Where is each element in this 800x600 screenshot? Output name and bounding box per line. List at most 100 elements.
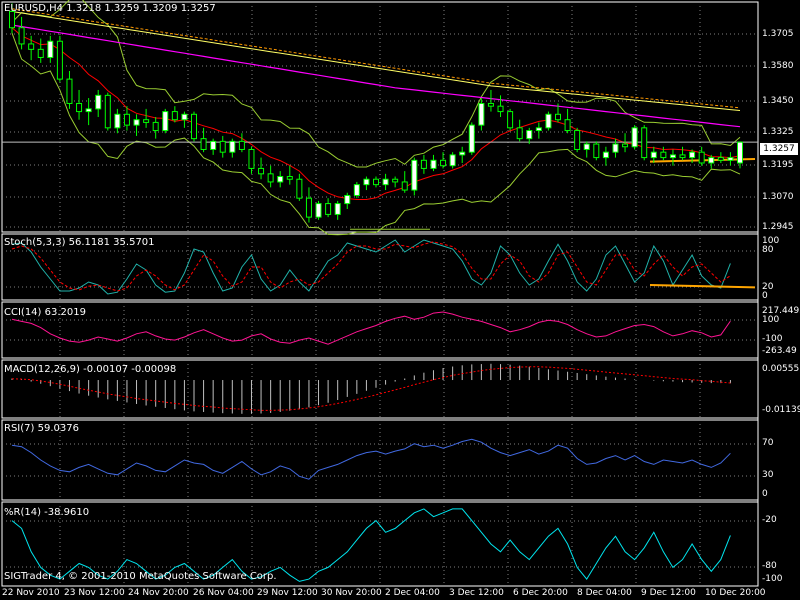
- candle-body: [440, 159, 447, 167]
- macd-signal-line: [11, 366, 731, 411]
- candle-body: [516, 127, 523, 140]
- rsi-header: RSI(7) 59.0376: [4, 423, 79, 434]
- copyright-text: SIGTrader 4, © 2001-2010 MetaQuotes Soft…: [4, 571, 277, 582]
- candle-body: [708, 157, 715, 164]
- candle-body: [28, 43, 35, 50]
- cci-ytick: 217.4495: [762, 306, 800, 316]
- main-ytick: 1.3070: [762, 192, 794, 202]
- candle-body: [449, 154, 456, 167]
- main-price-chart[interactable]: [2, 0, 758, 236]
- candle-body: [392, 178, 399, 183]
- candle-body: [353, 184, 360, 196]
- williams-r-line: [11, 508, 731, 582]
- candle-body: [737, 141, 743, 164]
- candle-body: [478, 102, 485, 126]
- xaxis-label: 24 Nov 20:00: [128, 588, 189, 598]
- candle-body: [660, 151, 667, 159]
- stoch-ytick: 80: [762, 245, 774, 255]
- candle-body: [526, 130, 533, 140]
- candle-body: [574, 130, 581, 150]
- candle-body: [210, 140, 217, 150]
- macd-ytick: 0.00555: [762, 364, 800, 374]
- cci-header: CCI(14) 63.2019: [4, 307, 86, 318]
- xaxis-label: 22 Nov 2010: [2, 588, 60, 598]
- candle-body: [114, 113, 121, 129]
- candle-body: [229, 140, 236, 153]
- candle-body: [334, 203, 341, 215]
- stoch-d-line: [11, 241, 731, 292]
- candle-body: [76, 102, 83, 113]
- candle-body: [267, 173, 274, 183]
- ma-slow: [11, 11, 741, 111]
- candle-body: [717, 157, 724, 161]
- candle-body: [411, 159, 418, 191]
- candle-body: [200, 138, 207, 150]
- candle-body: [382, 178, 389, 186]
- stoch-ytick: 20: [762, 282, 774, 292]
- candle-body: [401, 181, 408, 191]
- candle-body: [315, 203, 322, 218]
- candle-body: [181, 113, 188, 121]
- candle-body: [325, 203, 332, 215]
- xaxis-label: 23 Nov 12:00: [64, 588, 125, 598]
- cci-line: [11, 311, 731, 345]
- candle-body: [497, 105, 504, 113]
- candle-body: [555, 113, 561, 121]
- candle-body: [593, 143, 600, 159]
- cci-panel[interactable]: [2, 302, 758, 358]
- candle-body: [631, 127, 638, 148]
- candle-body: [641, 127, 648, 159]
- candle-body: [459, 151, 466, 156]
- candle-body: [305, 197, 312, 218]
- candle-body: [219, 140, 226, 153]
- williams-r-panel[interactable]: [2, 502, 758, 586]
- candle-body: [277, 176, 284, 183]
- xaxis-label: 29 Nov 12:00: [257, 588, 318, 598]
- candle-body: [689, 151, 696, 159]
- stoch-k-line: [11, 239, 731, 295]
- candle-body: [152, 121, 159, 132]
- main-ytick: 1.3450: [762, 96, 794, 106]
- candle-body: [363, 178, 370, 186]
- wpr-ytick: -80: [762, 561, 777, 571]
- main-ytick: 1.2945: [762, 222, 794, 232]
- bollinger-lower: [11, 32, 741, 236]
- candle-body: [286, 176, 293, 180]
- candle-body: [622, 143, 629, 148]
- macd-ytick: -0.01139: [762, 405, 800, 415]
- wpr-ytick: -100: [762, 574, 783, 584]
- main-ytick: 1.3325: [762, 127, 794, 137]
- candle-body: [66, 78, 73, 104]
- main-ytick: 1.3580: [762, 61, 794, 71]
- candle-body: [9, 10, 15, 29]
- candle-body: [727, 157, 734, 161]
- xaxis-label: 6 Dec 20:00: [513, 588, 568, 598]
- xaxis-label: 2 Dec 04:00: [385, 588, 440, 598]
- candle-body: [430, 159, 437, 169]
- candle-body: [650, 151, 657, 159]
- candle-body: [123, 113, 130, 126]
- xaxis-label: 10 Dec 20:00: [705, 588, 766, 598]
- bollinger-upper: [11, 0, 741, 168]
- macd-panel[interactable]: [11, 360, 731, 418]
- candle-body: [583, 143, 590, 150]
- rsi-ytick: 30: [762, 470, 774, 480]
- candle-body: [296, 178, 303, 199]
- stochastic-panel[interactable]: [2, 234, 758, 300]
- candle-body: [162, 111, 169, 132]
- rsi-ytick: 70: [762, 438, 774, 448]
- candle-body: [95, 94, 102, 110]
- main-ytick: 1.3195: [762, 160, 794, 170]
- candle-body: [258, 167, 265, 175]
- cci-ytick: -100: [762, 334, 783, 344]
- stoch-trendline: [649, 284, 756, 289]
- candle-body: [420, 159, 427, 169]
- rsi-panel[interactable]: [2, 420, 758, 500]
- stoch-header: Stoch(5,3,3) 56.1181 35.5701: [4, 237, 155, 248]
- candle-body: [47, 40, 54, 58]
- candle-body: [104, 94, 111, 129]
- ma-fast: [11, 27, 741, 200]
- candle-body: [133, 119, 140, 126]
- cci-ytick: 100: [762, 315, 780, 325]
